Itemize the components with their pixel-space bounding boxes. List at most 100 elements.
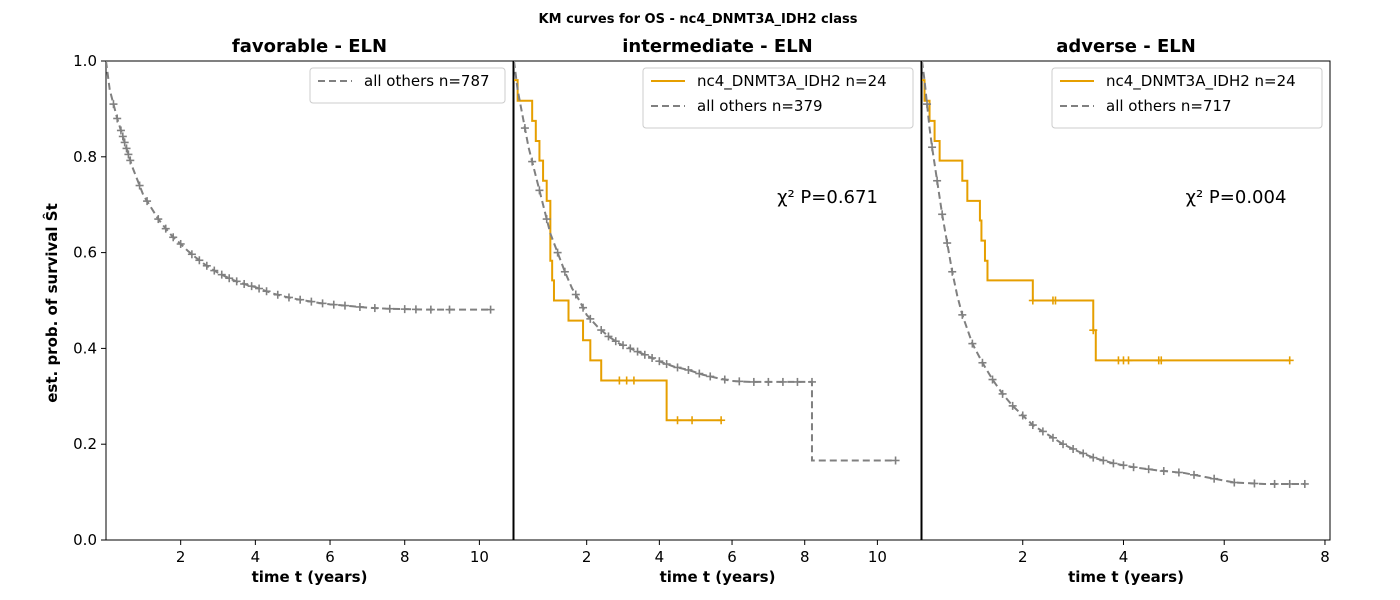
censor-mark [943, 239, 952, 248]
censor-mark [262, 287, 271, 296]
plot-area [106, 61, 495, 314]
legend-entry: all others n=379 [697, 97, 823, 115]
censor-mark [553, 248, 562, 257]
censor-mark [1285, 356, 1294, 365]
chi-square-annotation: χ² P=0.671 [777, 187, 878, 208]
censor-mark [122, 144, 131, 153]
censor-mark [1048, 433, 1057, 442]
censor-mark [1270, 479, 1279, 488]
censor-mark [120, 138, 129, 147]
x-tick-label: 10 [470, 548, 489, 566]
censor-mark [749, 377, 758, 386]
censor-mark [225, 274, 234, 283]
censor-mark [626, 344, 635, 353]
x-tick-label: 8 [1320, 548, 1330, 566]
censor-mark [938, 210, 947, 219]
censor-mark [619, 341, 628, 350]
censor-mark [1059, 440, 1068, 449]
censor-mark [673, 416, 682, 425]
censor-mark [622, 376, 631, 385]
series-line [922, 79, 1290, 362]
censor-mark [615, 376, 624, 385]
censor-mark [161, 224, 170, 233]
censor-mark [1129, 463, 1138, 472]
plot-area [922, 61, 1309, 488]
x-axis-label: time t (years) [252, 568, 368, 586]
censor-mark [1300, 479, 1309, 488]
censor-mark [255, 284, 264, 293]
x-tick-label: 6 [325, 548, 335, 566]
y-tick-label: 0.4 [73, 339, 97, 357]
panel-title: intermediate - ELN [622, 36, 813, 57]
censor-mark [118, 132, 127, 141]
x-tick-label: 6 [727, 548, 737, 566]
censor-mark [217, 270, 226, 279]
censor-mark [187, 250, 196, 259]
legend-frame [1051, 67, 1323, 129]
censor-mark [1038, 427, 1047, 436]
censor-mark [1008, 401, 1017, 410]
x-tick-label: 2 [176, 548, 186, 566]
censor-mark [688, 416, 697, 425]
censor-mark [126, 156, 135, 165]
censor-mark [764, 377, 773, 386]
x-tick-label: 6 [1219, 548, 1229, 566]
censor-mark [1157, 356, 1166, 365]
y-axis-label: est. prob. of survival Ŝt [42, 203, 61, 403]
censor-mark [202, 261, 211, 270]
censor-mark [604, 332, 613, 341]
x-tick-label: 8 [400, 548, 410, 566]
censor-mark [586, 314, 595, 323]
censor-mark [445, 305, 454, 314]
censor-mark [542, 215, 551, 224]
x-tick-label: 4 [1119, 548, 1129, 566]
censor-mark [648, 353, 657, 362]
censor-mark [978, 358, 987, 367]
censor-mark [535, 186, 544, 195]
figure-title: KM curves for OS - nc4_DNMT3A_IDH2 class [539, 12, 858, 27]
censor-mark [385, 304, 394, 313]
censor-mark [1174, 468, 1183, 477]
series-line [514, 79, 722, 422]
censor-mark [968, 339, 977, 348]
censor-mark [571, 290, 580, 299]
censor-mark [988, 375, 997, 384]
x-tick-label: 8 [800, 548, 810, 566]
censor-mark [778, 377, 787, 386]
censor-mark [1079, 449, 1088, 458]
censor-mark [611, 337, 620, 346]
censor-mark [400, 305, 409, 314]
censor-mark [933, 176, 942, 185]
censor-mark [329, 300, 338, 309]
legend-entry: all others n=717 [1106, 97, 1232, 115]
censor-mark [355, 302, 364, 311]
series-line [922, 61, 1305, 485]
censor-mark [240, 279, 249, 288]
censor-mark [928, 143, 937, 152]
censor-mark [135, 181, 144, 190]
censor-mark [109, 100, 118, 109]
censor-mark [169, 233, 178, 242]
censor-mark [655, 357, 664, 366]
censor-mark [560, 267, 569, 276]
panels: favorable - ELN time t (years) 2 4 6 8 10 0.0 0.… [73, 36, 1331, 586]
panel-title: favorable - ELN [232, 36, 387, 57]
censor-mark [673, 363, 682, 372]
legend: all others n=787 [309, 67, 506, 104]
panel-title: adverse - ELN [1056, 36, 1196, 57]
censor-mark [1089, 453, 1098, 462]
censor-mark [340, 301, 349, 310]
legend-frame [642, 67, 914, 129]
censor-mark [1285, 479, 1294, 488]
censor-mark [1028, 421, 1037, 430]
plot-frame [921, 60, 1331, 541]
x-tick-label: 2 [582, 548, 592, 566]
censor-mark [307, 297, 316, 306]
x-axis-label: time t (years) [660, 568, 776, 586]
censor-mark [1051, 296, 1060, 305]
censor-mark [195, 256, 204, 265]
censor-mark [793, 377, 802, 386]
x-tick-label: 2 [1018, 548, 1028, 566]
legend: nc4_DNMT3A_IDH2 n=24 all others n=717 [1051, 67, 1323, 129]
censor-mark [273, 290, 282, 299]
